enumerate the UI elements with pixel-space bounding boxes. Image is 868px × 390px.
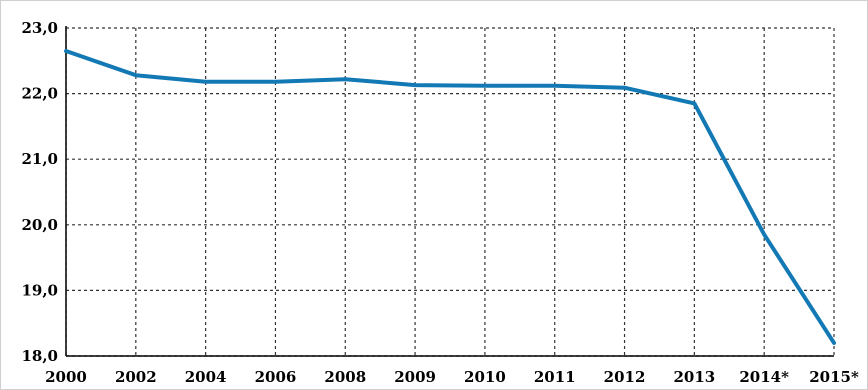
x-tick-label: 2002 [115,368,157,386]
series-layer [64,49,836,345]
x-tick-label: 2008 [324,368,366,386]
data-point [134,73,138,77]
x-tick-label: 2009 [394,368,436,386]
y-tick-label: 21,0 [21,150,58,168]
x-tick-label: 2004 [185,368,227,386]
x-tick-label: 2011 [534,368,576,386]
data-point [762,233,766,237]
y-tick-label: 18,0 [21,347,58,365]
x-tick-label: 2006 [255,368,297,386]
data-point [832,341,836,345]
data-point [413,83,417,87]
y-tick-label: 22,0 [21,85,58,103]
axis-layer [65,26,834,357]
data-point [692,101,696,105]
y-tick-label: 20,0 [21,216,58,234]
data-point [343,77,347,81]
grid-layer [65,27,835,357]
x-tick-label: 2014* [739,368,789,386]
data-point [273,80,277,84]
series-line [64,49,836,345]
y-tick-label: 19,0 [21,281,58,299]
x-tick-label: 2015* [809,368,859,386]
data-point [204,80,208,84]
label-layer: 23,0 22,0 21,0 20,0 19,0 18,0 2000 2002 2004 2006… [21,19,858,386]
x-tick-label: 2010 [464,368,506,386]
x-tick-label: 2012 [604,368,646,386]
y-tick-label: 23,0 [21,19,58,37]
x-tick-label: 2013 [673,368,715,386]
data-point [64,49,68,53]
data-point [553,84,557,88]
data-point [483,84,487,88]
x-tick-label: 2000 [45,368,87,386]
data-point [623,86,627,90]
